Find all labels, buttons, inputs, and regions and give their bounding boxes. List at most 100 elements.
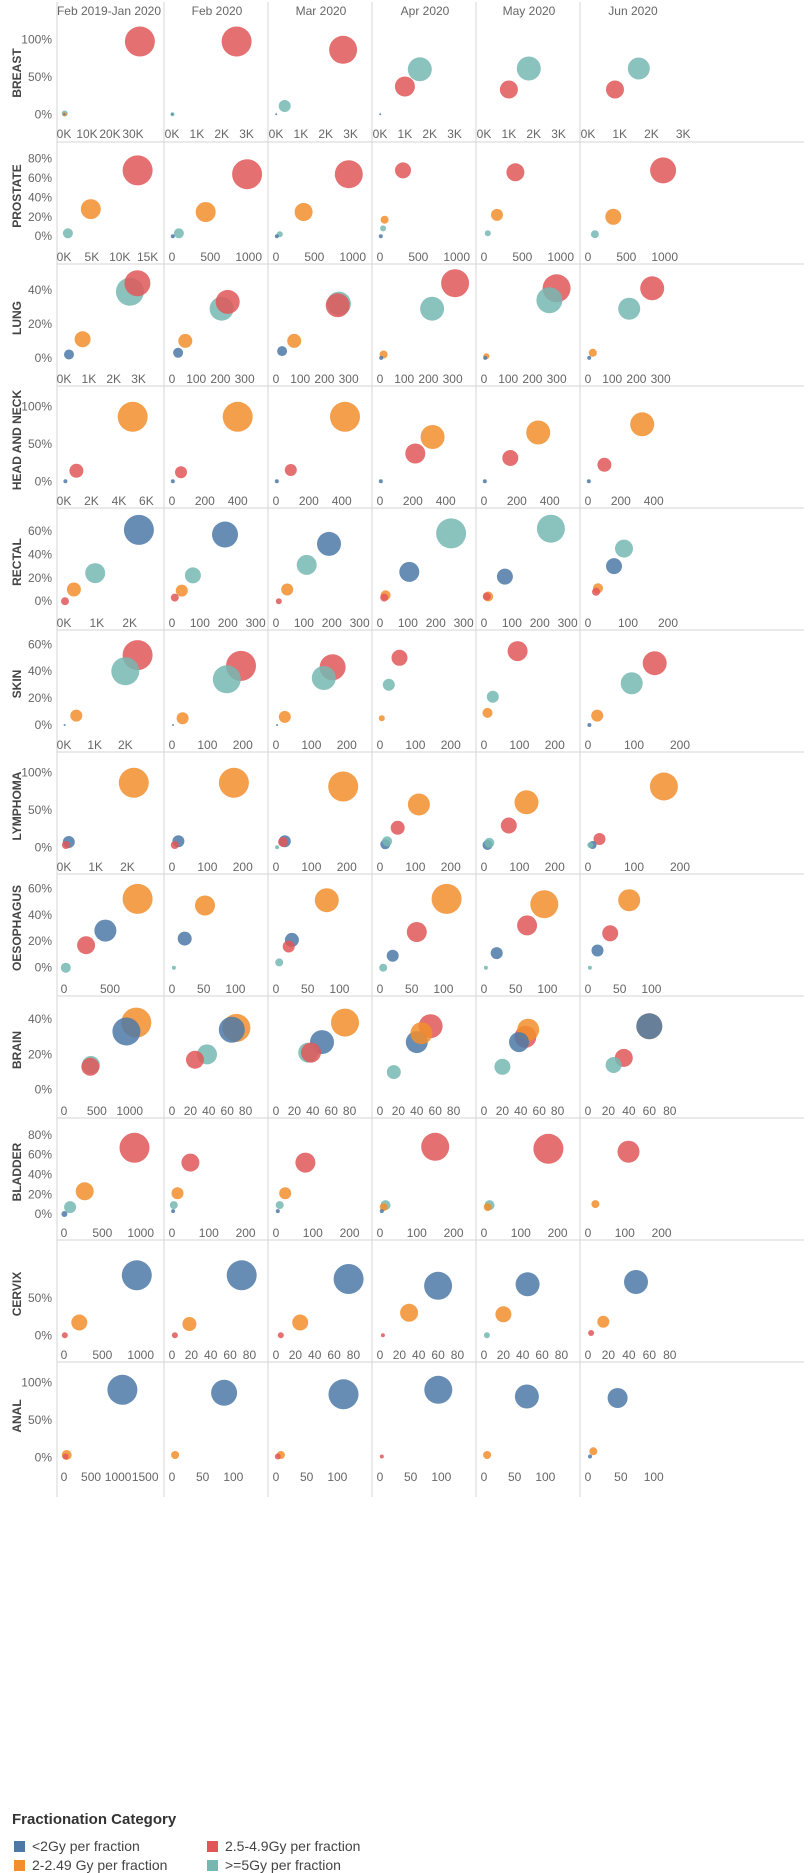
x-tick-label: 0 [481,738,488,752]
bubble-r25 [394,76,415,97]
bubble-lt2 [276,724,279,726]
x-tick-label: 200 [195,494,215,508]
bubble-lt2 [424,1271,453,1300]
x-tick-label: 0K [581,127,596,141]
x-tick-label: 100 [199,1226,219,1240]
x-tick-label: 2K [214,127,229,141]
bubble-r2 [294,203,313,221]
bubble-lt2 [63,724,66,726]
x-tick-label: 200 [530,616,550,630]
bubble-r2 [279,1187,292,1200]
x-tick-label: 50 [196,1470,210,1484]
x-tick-label: 80 [551,1104,565,1118]
legend-item-r25: 2.5-4.9Gy per fraction [207,1838,360,1854]
y-tick-label: 20% [28,934,52,948]
y-tick-label: 40% [28,664,52,678]
x-tick-label: 0 [585,494,592,508]
y-tick-label: 40% [28,283,52,297]
x-tick-label: 40 [308,1348,322,1362]
y-tick-label: 0% [35,229,53,243]
x-tick-label: 40 [412,1348,426,1362]
x-tick-label: 3K [239,127,254,141]
bubble-r2 [380,215,389,224]
bubble-r25 [329,35,358,64]
bubble-ge5 [587,842,594,848]
x-tick-label: 2K [106,372,121,386]
x-tick-label: 100 [190,616,210,630]
x-tick-label: 40 [202,1104,216,1118]
x-tick-label: 200 [340,1226,360,1240]
bubble-r2 [630,412,655,437]
x-tick-label: 0K [57,127,72,141]
bubble-r2 [495,1306,512,1323]
bubble-r2 [331,1008,359,1037]
bubble-r2 [70,709,83,722]
bubble-r25 [517,915,538,936]
x-tick-label: 400 [228,494,248,508]
bubble-r2 [618,889,641,912]
bubble-lt2 [212,521,238,548]
x-tick-label: 0 [481,1226,488,1240]
bubble-lt2 [63,479,68,484]
x-tick-label: 0 [273,250,280,264]
bubble-lt2 [112,1017,141,1046]
x-tick-label: 0 [377,860,384,874]
x-tick-label: 60 [535,1348,549,1362]
bubble-r2 [482,707,493,718]
x-tick-label: 0 [169,860,176,874]
bubble-lt2 [121,1260,152,1291]
x-tick-label: 100 [301,738,321,752]
x-tick-label: 60 [643,1104,657,1118]
x-tick-label: 0 [273,494,280,508]
x-tick-label: 0 [377,372,384,386]
bubble-r25 [274,1453,281,1460]
legend-item-r2: 2-2.49 Gy per fraction [14,1857,167,1873]
x-tick-label: 2K [422,127,437,141]
y-tick-label: 0% [35,718,53,732]
x-tick-label: 80 [243,1348,257,1362]
bubble-lt2 [587,723,592,727]
x-tick-label: 0 [273,616,280,630]
x-tick-label: 200 [545,860,565,874]
bubble-lt2 [591,944,604,957]
x-tick-label: 60 [221,1104,235,1118]
x-tick-label: 100 [615,1226,635,1240]
bubble-lt2 [386,949,399,962]
bubble-lt2 [172,724,175,726]
row-label: BRAIN [10,1031,24,1069]
bubble-r2 [71,1314,88,1331]
x-tick-label: 50 [508,1470,522,1484]
y-tick-label: 0% [35,840,53,854]
bubble-ge5 [620,672,643,695]
row-label: ANAL [10,1399,24,1432]
x-tick-label: 2K [84,494,99,508]
bubble-r2 [483,1203,492,1212]
bubble-r25 [391,649,408,666]
x-tick-label: 1K [294,127,309,141]
bubble-lt2 [482,479,487,484]
x-tick-label: 0 [169,1470,176,1484]
bubble-r25 [278,837,289,847]
x-tick-label: 200 [322,616,342,630]
bubble-r25 [506,163,525,182]
bubble-lt2 [274,479,279,484]
x-tick-label: 0 [61,1104,68,1118]
x-tick-label: 10K [76,127,97,141]
bubble-r25 [277,1332,284,1339]
bubble-r2 [195,202,216,222]
bubble-r2 [281,583,294,596]
x-tick-label: 100 [197,738,217,752]
bubble-r25 [592,587,600,596]
x-tick-label: 0 [273,1470,280,1484]
x-tick-label: 100 [509,860,529,874]
bubble-r25 [301,1042,321,1063]
x-tick-label: 100 [641,982,661,996]
x-tick-label: 100 [186,372,206,386]
bubble-ge5 [275,845,280,850]
x-tick-label: 40 [622,1104,636,1118]
bubble-r2 [287,333,302,348]
x-tick-label: 500 [100,982,120,996]
x-tick-label: 0 [377,1104,384,1118]
bubble-lt2 [277,346,288,357]
